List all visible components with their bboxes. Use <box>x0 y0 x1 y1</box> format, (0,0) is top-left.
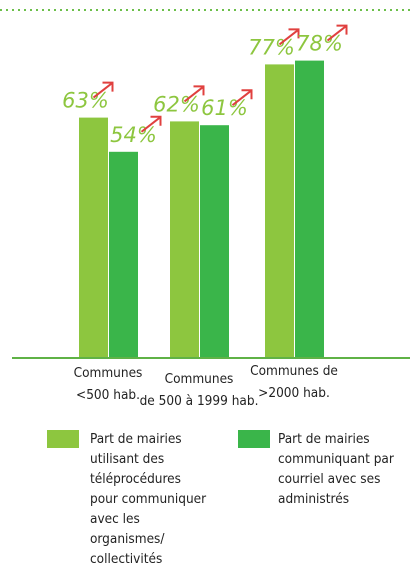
arrow <box>140 117 161 133</box>
legend-swatch <box>238 430 270 448</box>
arrow-head <box>336 24 348 35</box>
x-tick-label: Communes <500 hab. <box>73 365 143 403</box>
bar <box>265 64 294 358</box>
arrow-head <box>193 85 205 96</box>
arrow <box>183 86 204 103</box>
arrow-head <box>102 81 114 92</box>
arrow-head <box>241 89 253 100</box>
legend-label: Part de mairies communiquant par courrie… <box>278 431 394 507</box>
bar <box>79 117 108 357</box>
arrow <box>231 90 252 106</box>
arrow <box>326 25 347 42</box>
bar <box>295 60 324 357</box>
legend-swatch <box>47 430 79 448</box>
arrow-head <box>288 28 300 39</box>
x-tick-label: Communes de 500 à 1999 hab. <box>139 371 259 409</box>
arrow-head <box>150 115 162 126</box>
bar <box>170 121 199 358</box>
bar <box>200 125 229 357</box>
legend-label: Part de mairies utilisant des téléprocéd… <box>90 431 207 567</box>
x-tick-label: Communes de >2000 hab. <box>250 363 338 401</box>
arrow <box>278 29 299 46</box>
bar <box>109 151 138 357</box>
arrow <box>92 82 113 99</box>
